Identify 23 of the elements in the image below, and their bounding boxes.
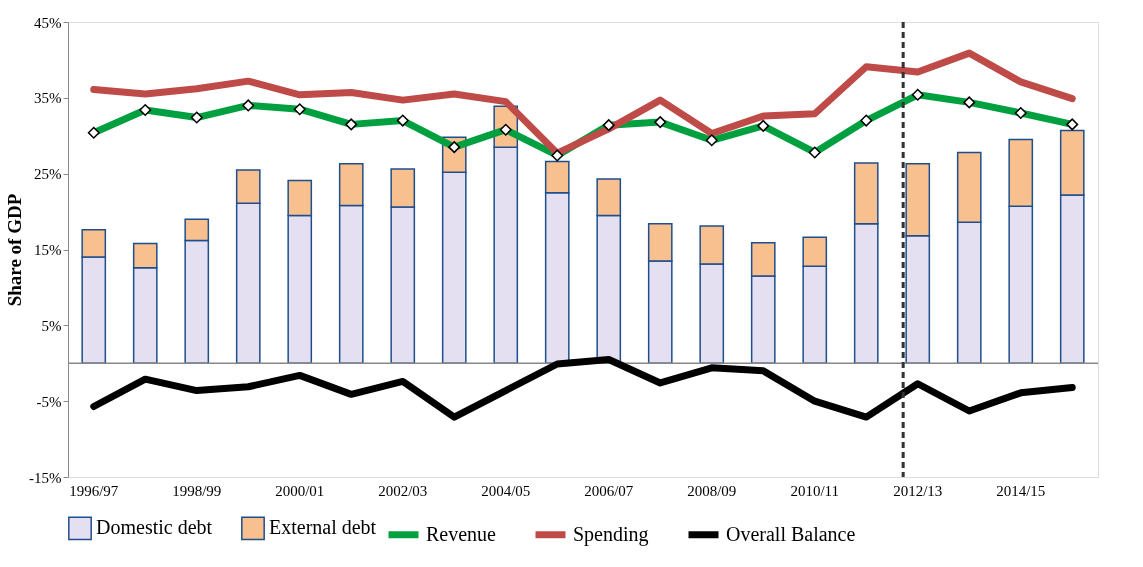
x-tick-label: 1998/99 [172, 482, 222, 499]
x-tick-label: 2004/05 [481, 482, 531, 499]
y-tick-label: 25% [34, 166, 62, 183]
x-tick-label: 2006/07 [584, 482, 634, 499]
y-tick-label: 15% [34, 242, 62, 258]
y-tick-label: -15% [29, 469, 62, 486]
y-tick-label: 45% [34, 14, 62, 31]
x-tick-label: 2002/03 [378, 482, 428, 499]
x-tick-label: 2000/01 [275, 482, 325, 499]
x-tick-label: 2012/13 [893, 482, 943, 499]
x-tick-label: 2014/15 [996, 482, 1046, 499]
legend-label: Overall Balance [726, 522, 856, 545]
y-tick-label: 35% [34, 90, 62, 107]
x-tick-label: 2008/09 [687, 482, 737, 499]
y-tick-label: 5% [41, 317, 62, 334]
x-tick-label: 1996/97 [69, 482, 119, 499]
legend-label: External debt [269, 516, 377, 539]
legend-label: Domestic debt [96, 516, 213, 539]
x-tick-label: 2010/11 [790, 482, 840, 499]
legend-label: Revenue [426, 522, 497, 545]
y-tick-label: -5% [36, 393, 62, 410]
y-axis-title: Share of GDP [4, 193, 26, 307]
legend-label: Spending [573, 522, 649, 546]
